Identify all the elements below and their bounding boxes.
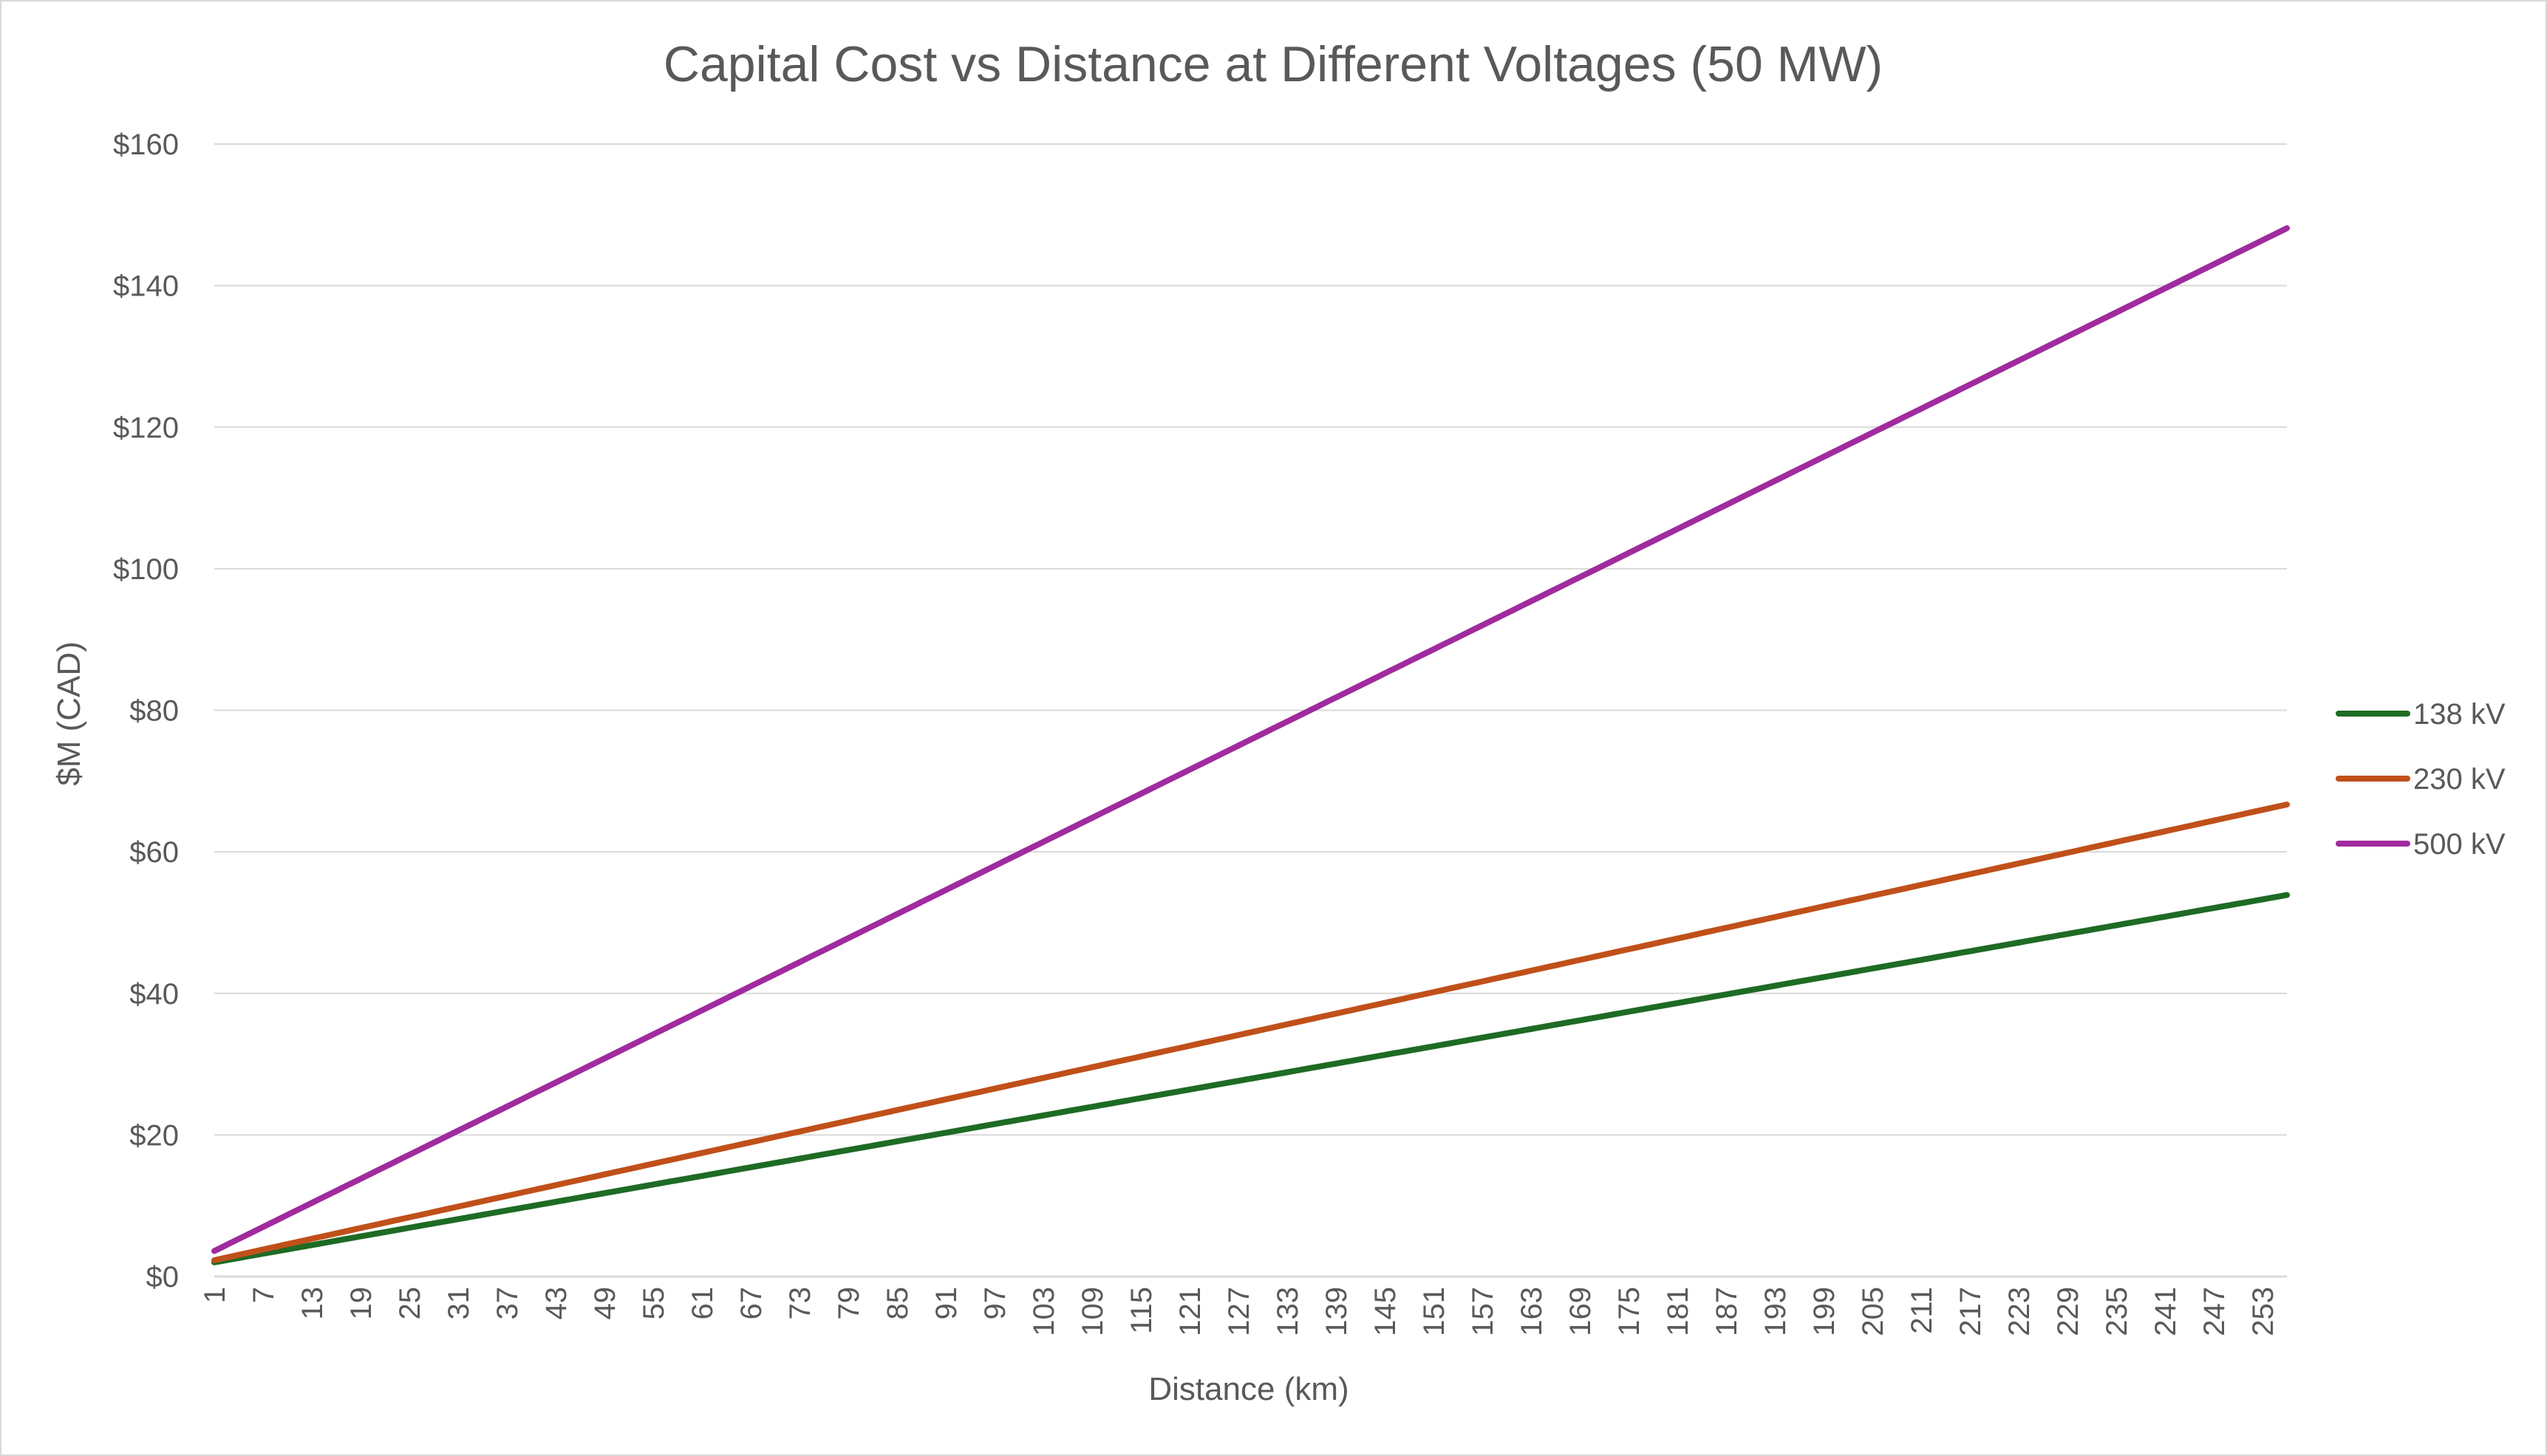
- x-tick-label: 61: [686, 1287, 719, 1320]
- x-tick-label: 127: [1223, 1287, 1255, 1336]
- x-tick-label: 229: [2052, 1287, 2084, 1336]
- y-tick-label: $80: [129, 695, 179, 728]
- x-tick-label: 73: [784, 1287, 816, 1320]
- x-tick-label: 1: [199, 1287, 231, 1303]
- y-axis-title: $M (CAD): [51, 641, 87, 786]
- x-tick-label: 7: [248, 1287, 280, 1303]
- legend: 138 kV 230 kV 500 kV: [2336, 698, 2506, 861]
- x-tick-label: 211: [1906, 1287, 1938, 1334]
- x-tick-label: 193: [1759, 1287, 1792, 1336]
- chart-title: Capital Cost vs Distance at Different Vo…: [664, 36, 1883, 92]
- x-tick-label: 187: [1711, 1287, 1743, 1336]
- x-tick-label: 223: [2003, 1287, 2036, 1336]
- x-tick-label: 31: [443, 1287, 475, 1320]
- y-tick-label: $60: [129, 836, 179, 869]
- x-tick-label: 157: [1467, 1287, 1499, 1336]
- x-tick-label: 217: [1954, 1287, 1987, 1336]
- y-tick-label: $40: [129, 978, 179, 1011]
- x-tick-label: 169: [1564, 1287, 1597, 1336]
- y-tick-label: $0: [146, 1261, 180, 1293]
- x-tick-label: 13: [296, 1287, 329, 1320]
- x-tick-label: 67: [735, 1287, 768, 1320]
- series-line-138-kv: [211, 892, 2290, 1265]
- x-tick-label: 25: [394, 1287, 426, 1320]
- x-tick-label: 175: [1613, 1287, 1646, 1336]
- x-axis-title: Distance (km): [1148, 1371, 1348, 1407]
- y-tick-label: $20: [129, 1119, 179, 1152]
- x-tick-label: 205: [1857, 1287, 1889, 1336]
- x-axis-ticks: 1 7 13 19 25 31 37 43 49 55 61 67 73 79 85 91 97 103 109 11…: [199, 1287, 2280, 1336]
- x-tick-label: 199: [1808, 1287, 1841, 1336]
- x-tick-label: 163: [1515, 1287, 1548, 1336]
- x-tick-label: 241: [2149, 1287, 2182, 1336]
- y-tick-label: $160: [113, 129, 179, 161]
- x-tick-label: 121: [1174, 1287, 1207, 1336]
- x-tick-label: 103: [1028, 1287, 1060, 1336]
- legend-label: 500 kV: [2413, 828, 2506, 861]
- x-tick-label: 115: [1125, 1287, 1158, 1334]
- series-line-500-kv: [211, 225, 2290, 1254]
- x-tick-label: 55: [638, 1287, 670, 1320]
- x-tick-label: 85: [882, 1287, 914, 1320]
- y-tick-label: $120: [113, 411, 179, 444]
- legend-label: 230 kV: [2413, 763, 2506, 796]
- x-tick-label: 49: [589, 1287, 621, 1320]
- x-tick-label: 253: [2247, 1287, 2280, 1336]
- x-tick-label: 91: [930, 1287, 963, 1320]
- x-tick-label: 145: [1369, 1287, 1402, 1336]
- x-tick-label: 79: [833, 1287, 865, 1320]
- gridlines: [214, 143, 2287, 1278]
- y-axis-ticks: $0 $20 $40 $60 $80 $100 $120 $140 $160: [113, 129, 179, 1293]
- x-tick-label: 97: [979, 1287, 1012, 1320]
- x-tick-label: 247: [2198, 1287, 2231, 1336]
- x-tick-label: 109: [1077, 1287, 1109, 1336]
- x-tick-label: 43: [540, 1287, 573, 1320]
- x-tick-label: 139: [1320, 1287, 1353, 1336]
- x-tick-label: 19: [345, 1287, 378, 1320]
- series-lines: [211, 225, 2290, 1265]
- y-tick-label: $140: [113, 270, 179, 303]
- x-tick-label: 37: [491, 1287, 524, 1320]
- x-tick-label: 235: [2101, 1287, 2133, 1336]
- y-tick-label: $100: [113, 553, 179, 586]
- legend-label: 138 kV: [2413, 698, 2506, 731]
- x-tick-label: 151: [1418, 1287, 1450, 1336]
- x-tick-label: 133: [1272, 1287, 1304, 1336]
- x-tick-label: 181: [1662, 1287, 1694, 1336]
- series-line-230-kv: [211, 802, 2290, 1263]
